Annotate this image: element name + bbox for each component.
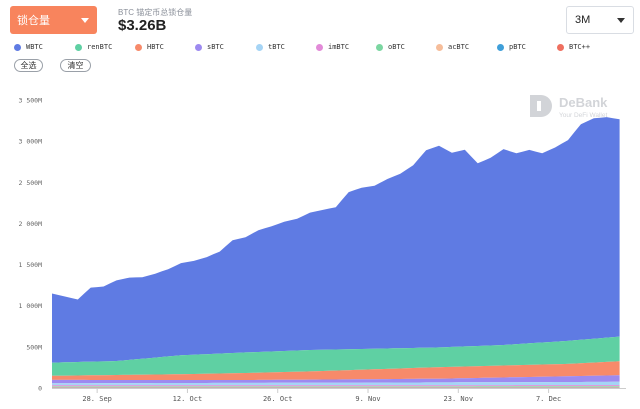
x-tick-label: 9. Nov: [355, 395, 380, 403]
legend-dot-icon: [256, 43, 263, 51]
summary-caption: BTC 锚定币总锁仓量: [118, 8, 193, 17]
chart-areas: [52, 117, 620, 388]
x-tick-label: 7. Dec: [536, 395, 561, 403]
y-tick-label: 0: [38, 385, 42, 393]
legend-dot-icon: [14, 43, 21, 51]
area-series-hbtc: [52, 361, 620, 380]
y-tick-label: 3 000M: [19, 138, 43, 146]
legend-item-tbtc[interactable]: tBTC: [256, 41, 285, 53]
debank-logo-icon: [530, 95, 552, 117]
y-tick-label: 1 500M: [19, 261, 43, 269]
area-series-wbtc: [52, 117, 620, 363]
legend-label: sBTC: [207, 43, 224, 51]
x-tick-label: 23. Nov: [444, 395, 474, 403]
y-axis: 0 500M 1 000M 1 500M 2 000M 2 500M 3 000M 3 500…: [19, 97, 43, 393]
summary-value: $3.26B: [118, 17, 167, 34]
time-range-label: 3M: [575, 14, 591, 26]
clear-button[interactable]: 清空: [60, 59, 91, 72]
x-tick-label: 12. Oct: [173, 395, 203, 403]
legend-dot-icon: [316, 43, 323, 51]
y-tick-label: 3 500M: [19, 97, 43, 105]
legend-dot-icon: [557, 43, 564, 51]
y-tick-label: 2 500M: [19, 179, 43, 187]
watermark: DeBank Your DeFi Wallet: [530, 95, 608, 119]
chart-legend: WBTC renBTC HBTC sBTC tBTC imBTC oBTC acBTC pBTC…: [14, 41, 634, 53]
legend-label: BTC++: [569, 43, 591, 51]
metric-dropdown-label: 锁仓量: [17, 15, 50, 27]
caret-down-icon: [617, 18, 625, 23]
legend-label: WBTC: [26, 43, 43, 51]
legend-item-wbtc[interactable]: WBTC: [14, 41, 43, 53]
top-bar: 锁仓量 BTC 锚定币总锁仓量 $3.26B 3M: [0, 0, 640, 40]
area-series-tbtc: [52, 381, 620, 386]
legend-label: oBTC: [388, 43, 405, 51]
select-all-button[interactable]: 全选: [14, 59, 43, 72]
legend-item-obtc[interactable]: oBTC: [376, 41, 405, 53]
legend-dot-icon: [376, 43, 383, 51]
area-series-renbtc: [52, 336, 620, 376]
legend-item-btcplusplus[interactable]: BTC++: [557, 41, 590, 53]
legend-dot-icon: [75, 43, 82, 51]
watermark-title: DeBank: [559, 95, 608, 110]
legend-dot-icon: [135, 43, 142, 51]
area-series-obtc: [52, 386, 620, 387]
legend-label: pBTC: [509, 43, 526, 51]
time-range-select[interactable]: 3M: [566, 6, 634, 34]
legend-dot-icon: [436, 43, 443, 51]
legend-label: renBTC: [87, 43, 113, 51]
legend-dot-icon: [195, 43, 202, 51]
legend-item-sbtc[interactable]: sBTC: [195, 41, 224, 53]
x-axis: 28. Sep 12. Oct 26. Oct 9. Nov 23. Nov 7. Dec: [52, 388, 626, 403]
area-series-acbtc: [52, 386, 620, 388]
area-series-imbtc: [52, 385, 620, 387]
y-tick-label: 2 000M: [19, 220, 43, 228]
legend-dot-icon: [497, 43, 504, 51]
y-tick-label: 500M: [26, 343, 42, 351]
legend-label: imBTC: [328, 43, 350, 51]
x-tick-label: 28. Sep: [82, 395, 112, 403]
stacked-area-chart: 0 500M 1 000M 1 500M 2 000M 2 500M 3 000M 3 500…: [19, 95, 626, 403]
legend-label: acBTC: [448, 43, 470, 51]
legend-item-acbtc[interactable]: acBTC: [436, 41, 469, 53]
metric-dropdown[interactable]: 锁仓量: [10, 6, 97, 34]
legend-label: HBTC: [147, 43, 164, 51]
watermark-subtitle: Your DeFi Wallet: [559, 112, 607, 119]
legend-label: tBTC: [268, 43, 285, 51]
legend-item-pbtc[interactable]: pBTC: [497, 41, 526, 53]
legend-item-imbtc[interactable]: imBTC: [316, 41, 349, 53]
y-tick-label: 1 000M: [19, 302, 43, 310]
legend-item-renbtc[interactable]: renBTC: [75, 41, 112, 53]
caret-down-icon: [81, 18, 89, 23]
area-series-sbtc: [52, 375, 620, 384]
legend-item-hbtc[interactable]: HBTC: [135, 41, 164, 53]
x-tick-label: 26. Oct: [263, 395, 293, 403]
